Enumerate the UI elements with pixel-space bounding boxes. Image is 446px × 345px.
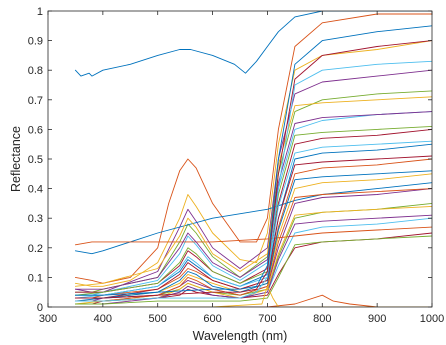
y-tick-label: 1 (37, 6, 43, 18)
axes-group: 300 400 500 600 700 800 900 1000 0 0.1 0.2 0.3 0.4 0.… (28, 6, 445, 325)
series-line-19 (74, 125, 432, 296)
y-tick-label: 0.7 (28, 95, 43, 107)
series-line-6 (74, 111, 432, 296)
y-tick-label: 0.3 (28, 213, 43, 225)
x-tick-label: 700 (258, 313, 276, 325)
series-line-24 (74, 205, 432, 305)
y-axis-label: Reflectance (9, 126, 23, 192)
series-line-28 (74, 40, 432, 299)
series-line-30 (74, 294, 432, 307)
series-line-26 (74, 235, 432, 305)
series-line-2 (74, 13, 432, 284)
x-tick-label: 500 (149, 313, 167, 325)
y-tick-label: 0 (37, 302, 43, 314)
series-line-31 (74, 285, 432, 307)
series-line-13 (74, 217, 432, 302)
series-group (74, 11, 432, 307)
x-tick-label: 400 (94, 313, 112, 325)
series-line-1 (74, 11, 432, 77)
y-tick-label: 0.8 (28, 65, 43, 77)
y-tick-label: 0.5 (28, 154, 43, 166)
y-tick-label: 0.9 (28, 36, 43, 48)
series-line-17 (74, 96, 432, 287)
series-line-18 (74, 111, 432, 290)
series-line-16 (74, 226, 432, 246)
series-line-21 (74, 155, 432, 299)
series-line-25 (74, 214, 432, 305)
series-line-15 (74, 182, 432, 255)
series-line-4 (74, 69, 432, 293)
x-tick-label: 900 (368, 313, 386, 325)
series-line-29 (74, 25, 432, 296)
series-line-23 (74, 188, 432, 302)
y-tick-label: 0.6 (28, 124, 43, 136)
series-line-20 (74, 140, 432, 299)
y-tick-label: 0.1 (28, 272, 43, 284)
series-line-8 (74, 143, 432, 296)
y-tick-label: 0.4 (28, 184, 43, 196)
x-axis-label: Wavelength (nm) (193, 329, 288, 343)
series-line-11 (74, 188, 432, 302)
series-line-10 (74, 173, 432, 299)
series-line-7 (74, 128, 432, 293)
x-tick-label: 300 (39, 313, 57, 325)
series-line-3 (74, 40, 432, 287)
x-tick-label: 800 (313, 313, 331, 325)
x-tick-label: 600 (203, 313, 221, 325)
y-tick-label: 0.2 (28, 243, 43, 255)
series-line-27 (74, 60, 432, 302)
x-tick-label: 1000 (420, 313, 444, 325)
